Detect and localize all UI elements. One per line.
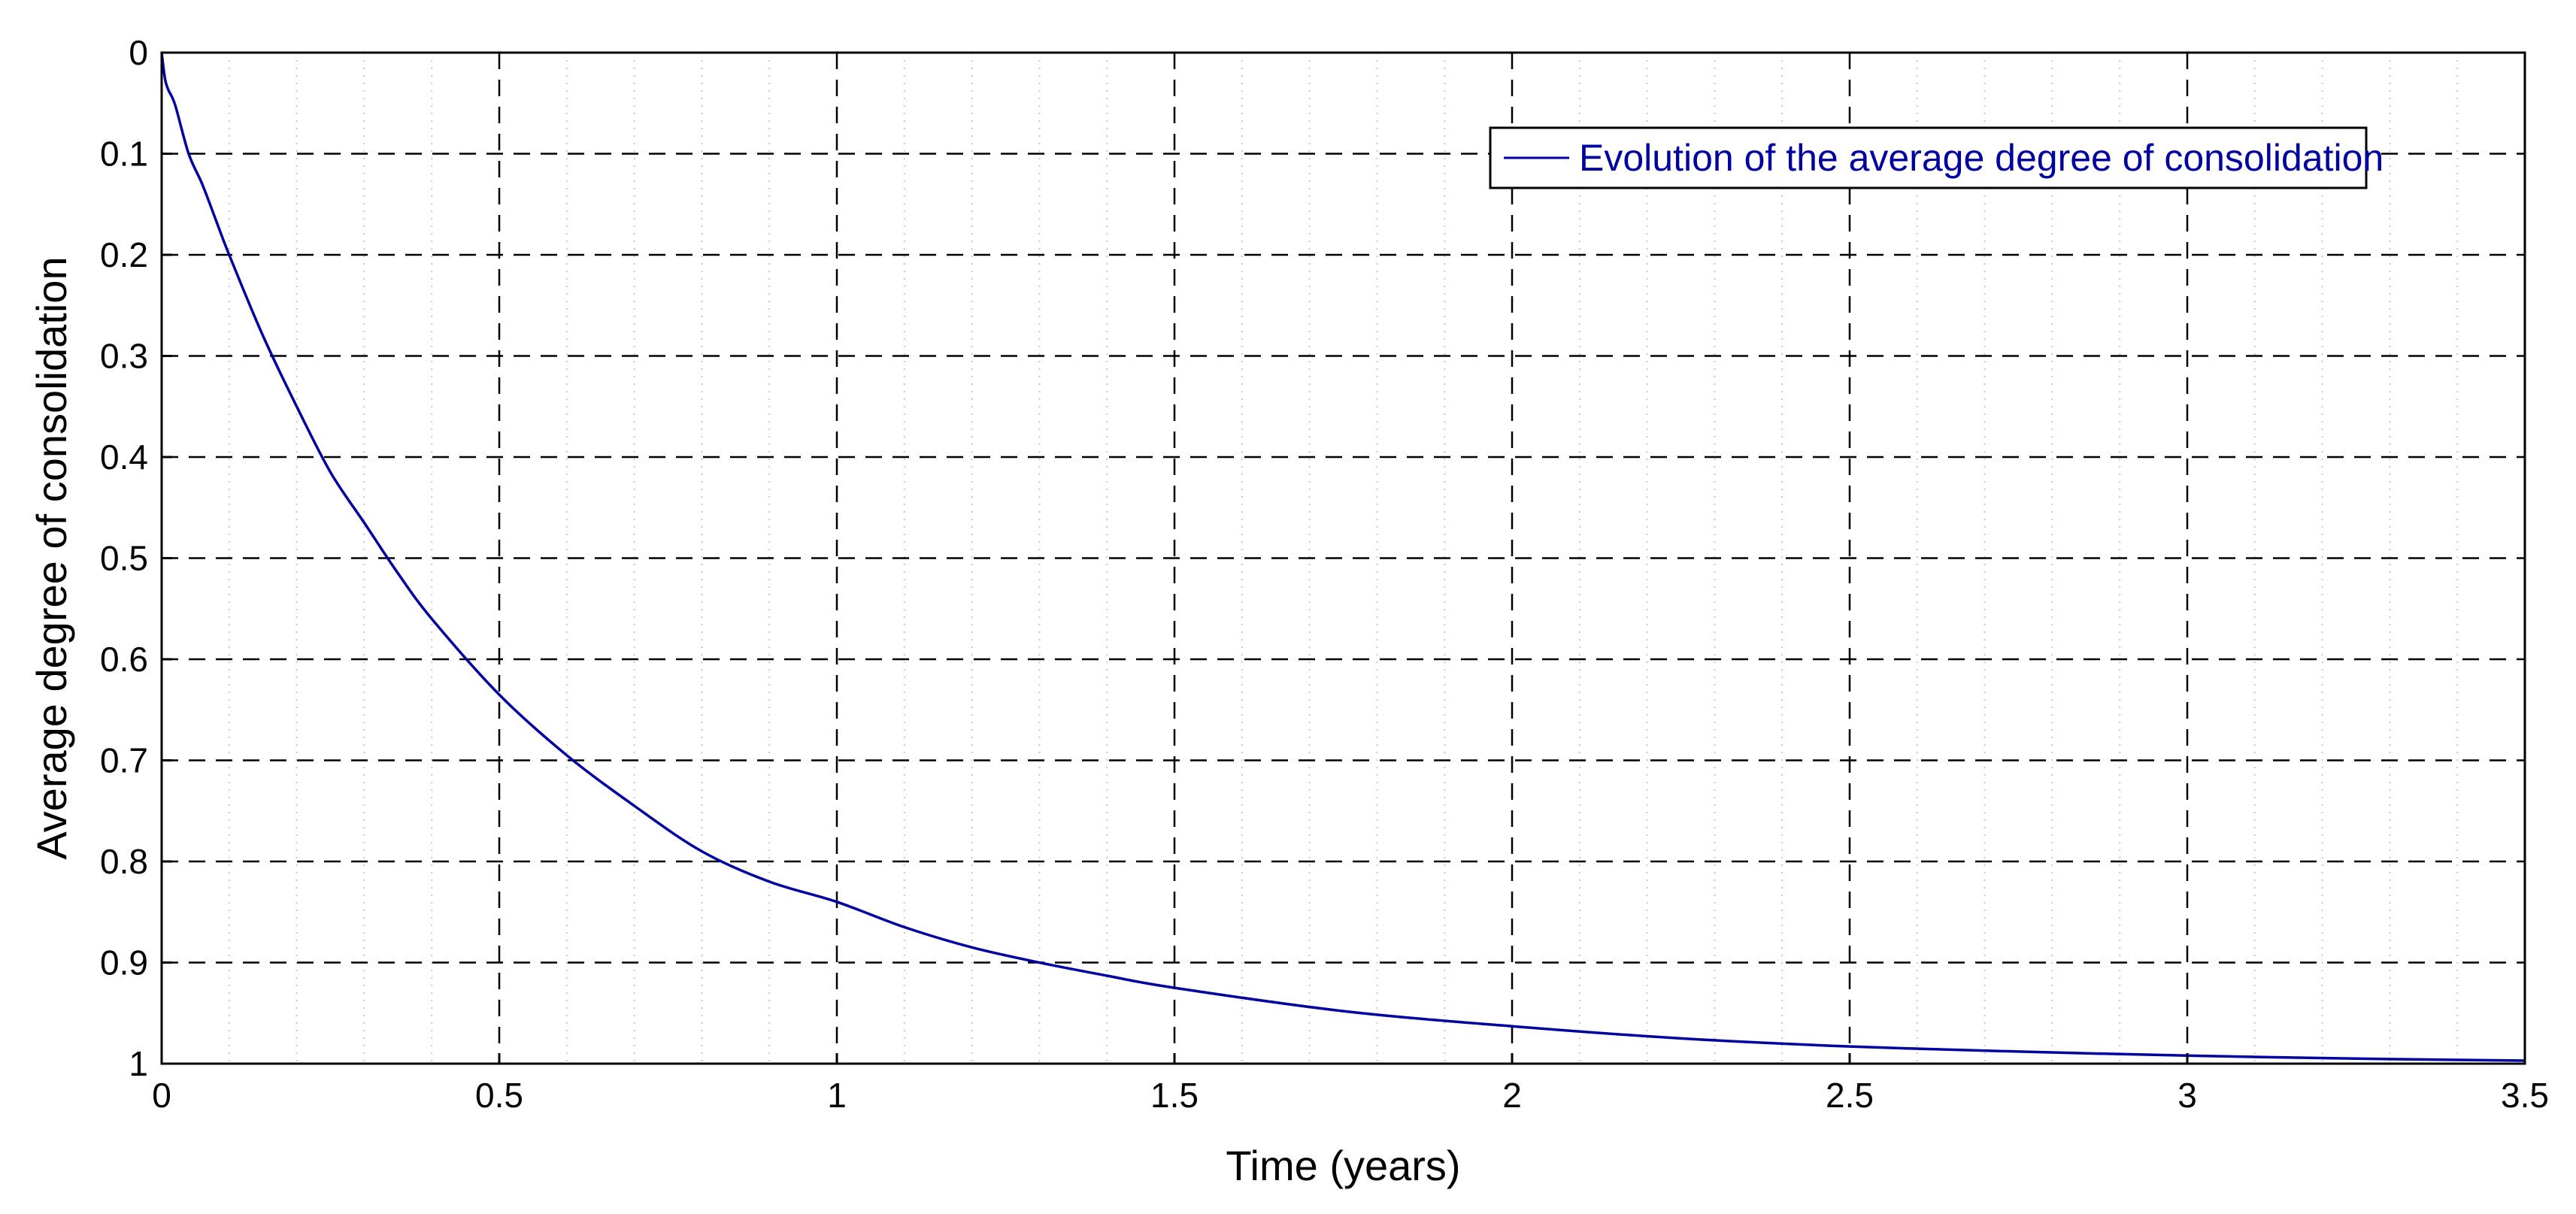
legend-box: [1489, 126, 2368, 189]
x-axis-ticks: 0 0.5 1 1.5 2 2.5 3 3.5: [152, 1053, 2549, 1115]
minor-grid: [228, 53, 2459, 1064]
series-line-0: [160, 52, 2526, 1062]
x-tick-label: 2: [1502, 1076, 1522, 1115]
y-tick-label: 0.1: [100, 135, 148, 174]
y-tick-label: 0.4: [100, 437, 148, 477]
y-tick-label: 0: [129, 33, 148, 72]
y-tick-label: 0.7: [100, 741, 148, 780]
x-axis-title: Time (years): [1226, 1142, 1460, 1189]
x-tick-label: 1: [827, 1076, 847, 1115]
y-tick-label: 0.9: [100, 943, 148, 982]
y-tick-label: 1: [129, 1044, 148, 1083]
y-tick-label: 0.5: [100, 539, 148, 578]
x-tick-label: 3.5: [2501, 1076, 2549, 1115]
series-layer: [160, 52, 2526, 1062]
x-tick-label: 2.5: [1826, 1076, 1874, 1115]
legend-label: Evolution of the average degree of conso…: [1579, 137, 2384, 179]
y-tick-label: 0.2: [100, 235, 148, 274]
x-tick-label: 3: [2177, 1076, 2197, 1115]
y-tick-label: 0.3: [100, 337, 148, 376]
x-tick-label: 0.5: [475, 1076, 523, 1115]
y-tick-label: 0.6: [100, 640, 148, 679]
y-axis-title: Average degree of consolidation: [28, 256, 75, 859]
x-tick-label: 0: [152, 1076, 171, 1115]
y-tick-label: 0.8: [100, 842, 148, 881]
x-tick-label: 1.5: [1150, 1076, 1199, 1115]
legend: Evolution of the average degree of conso…: [1489, 126, 2384, 189]
y-axis-ticks: 0 0.1 0.2 0.3 0.4 0.5 0.6 0.7 0.8 0.9 1: [100, 33, 172, 1083]
